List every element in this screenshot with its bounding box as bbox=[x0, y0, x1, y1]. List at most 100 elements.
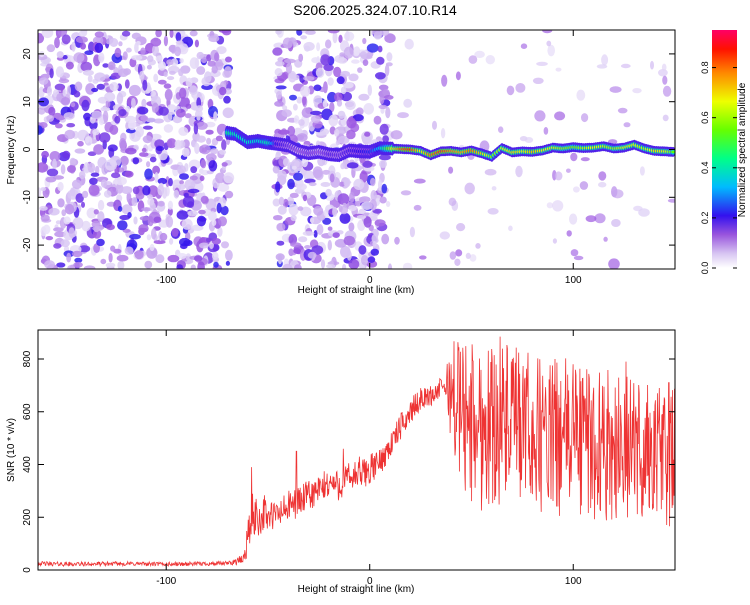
spectrogram-noise-blob bbox=[73, 261, 83, 268]
spectrogram-noise-blob bbox=[196, 135, 206, 143]
spectrogram-noise-blob bbox=[114, 47, 122, 58]
spectrogram-noise-blob bbox=[217, 183, 230, 192]
spectrogram-noise-blob bbox=[367, 84, 372, 96]
spectrogram-noise-blob bbox=[133, 216, 138, 225]
spectrogram-noise-blob bbox=[307, 251, 317, 259]
spectrogram-noise-blob bbox=[441, 74, 448, 87]
spectrogram-noise-blob bbox=[100, 258, 107, 265]
spectrogram-noise-blob bbox=[71, 250, 83, 258]
spectrogram-noise-blob bbox=[569, 213, 578, 225]
spectrogram-noise-blob bbox=[48, 106, 56, 116]
spectrogram-noise-blob bbox=[570, 249, 579, 257]
spectrogram-noise-blob bbox=[201, 147, 207, 153]
spectrogram-noise-blob bbox=[432, 120, 437, 130]
spectrogram-noise-blob bbox=[105, 262, 116, 268]
spectrogram-noise-blob bbox=[375, 72, 386, 80]
spectrogram-noise-blob bbox=[547, 44, 555, 57]
spectrogram-noise-blob bbox=[119, 138, 127, 150]
spectrogram-noise-blob bbox=[71, 179, 83, 190]
spectrogram-noise-blob bbox=[122, 228, 131, 233]
spectrogram-noise-blob bbox=[105, 159, 117, 171]
colorbar: 0.0 0.2 0.4 0.6 0.8 Normalized spectral ampl… bbox=[700, 30, 748, 274]
spectrogram-noise-blob bbox=[316, 42, 321, 52]
spectrogram-noise-blob bbox=[208, 35, 220, 43]
spectrogram-noise-blob bbox=[290, 242, 302, 247]
spectrogram-noise-blob bbox=[343, 46, 354, 59]
spectrogram-noise-blob bbox=[125, 147, 137, 155]
spectrogram-noise-blob bbox=[98, 52, 105, 63]
spectrogram-noise-blob bbox=[485, 55, 495, 65]
spectrogram-noise-blob bbox=[359, 264, 366, 269]
spectrogram-noise-blob bbox=[92, 229, 102, 239]
spectrogram-noise-blob bbox=[312, 166, 323, 178]
spectrogram-noise-blob bbox=[105, 100, 111, 108]
spectrogram-noise-blob bbox=[449, 251, 457, 260]
spectrogram-noise-blob bbox=[293, 103, 298, 111]
spectrogram-noise-blob bbox=[338, 135, 350, 145]
spectrogram-noise-blob bbox=[165, 215, 174, 228]
spectrogram-noise-blob bbox=[288, 70, 297, 83]
spectrogram-noise-blob bbox=[106, 224, 115, 231]
spectrogram-noise-blob bbox=[611, 189, 624, 199]
spectrogram-noise-blob bbox=[196, 97, 202, 108]
spectrogram-noise-blob bbox=[144, 260, 153, 269]
spectrogram-noise-blob bbox=[275, 30, 282, 35]
spectrogram-noise-blob bbox=[376, 56, 385, 65]
spectrogram-noise-blob bbox=[65, 203, 75, 215]
spectrogram-noise bbox=[38, 30, 675, 269]
spectrogram-noise-blob bbox=[74, 148, 86, 154]
spectrogram-noise-blob bbox=[323, 64, 334, 72]
spectrogram-noise-blob bbox=[174, 139, 182, 149]
spectrogram-noise-blob bbox=[158, 106, 169, 116]
spectrogram-noise-blob bbox=[87, 75, 93, 83]
spectrogram-noise-blob bbox=[566, 168, 571, 173]
spectrogram-noise-blob bbox=[356, 215, 367, 220]
spectrogram-noise-blob bbox=[377, 45, 383, 53]
spectrogram-noise-blob bbox=[402, 262, 413, 269]
spectrogram-noise-blob bbox=[195, 105, 204, 112]
spectrogram-noise-blob bbox=[276, 90, 282, 100]
spectrogram-noise-blob bbox=[390, 130, 403, 140]
spectrogram-noise-blob bbox=[404, 38, 414, 50]
spectrogram-noise-blob bbox=[327, 226, 333, 231]
spectrogram-noise-blob bbox=[325, 188, 332, 197]
spectrogram-noise-blob bbox=[515, 83, 526, 93]
spectrogram-noise-blob bbox=[116, 254, 129, 262]
spectrogram-noise-blob bbox=[340, 162, 345, 170]
spectrogram-noise-blob bbox=[41, 30, 54, 39]
spectrogram-noise-blob bbox=[194, 39, 199, 48]
spectrogram-noise-blob bbox=[291, 165, 297, 170]
spectrogram-noise-blob bbox=[384, 64, 390, 77]
spectrogram-noise-blob bbox=[382, 135, 389, 143]
spectrogram-noise-blob bbox=[189, 175, 198, 181]
spectrogram-noise-blob bbox=[413, 204, 422, 211]
spectrogram-noise-blob bbox=[179, 180, 185, 185]
spectrogram-noise-blob bbox=[169, 30, 174, 38]
spectrogram-noise-blob bbox=[287, 196, 295, 207]
spectrogram-noise-blob bbox=[53, 227, 64, 232]
spectrogram-noise-blob bbox=[298, 53, 304, 62]
spectrogram-noise-blob bbox=[62, 89, 67, 97]
spectrogram-noise-blob bbox=[224, 190, 234, 199]
spectrogram-noise-blob bbox=[276, 240, 285, 246]
spectrogram-noise-blob bbox=[333, 66, 342, 78]
spectrogram-noise-blob bbox=[185, 77, 193, 88]
spectrogram-noise-blob bbox=[346, 129, 356, 140]
colorbar-tick-label: 0.6 bbox=[700, 111, 710, 124]
spectrogram-noise-blob bbox=[190, 166, 198, 174]
spectrogram-noise-blob bbox=[385, 201, 391, 207]
spectrogram-noise-blob bbox=[46, 114, 54, 122]
spectrogram-noise-blob bbox=[54, 231, 66, 238]
spectrogram-noise-blob bbox=[220, 205, 229, 216]
spectrogram-noise-blob bbox=[169, 70, 176, 75]
spectrogram-noise-blob bbox=[221, 30, 232, 36]
spectrogram-noise-blob bbox=[39, 205, 48, 211]
spectrogram-noise-blob bbox=[378, 154, 391, 161]
spectrogram-noise-blob bbox=[340, 70, 351, 77]
spectrogram-noise-blob bbox=[109, 124, 119, 135]
snr-y-tick-label: 600 bbox=[22, 403, 33, 420]
spectrogram-ridge-core bbox=[671, 150, 675, 154]
spectrogram-noise-blob bbox=[167, 200, 173, 210]
spectrogram-noise-blob bbox=[146, 64, 152, 70]
